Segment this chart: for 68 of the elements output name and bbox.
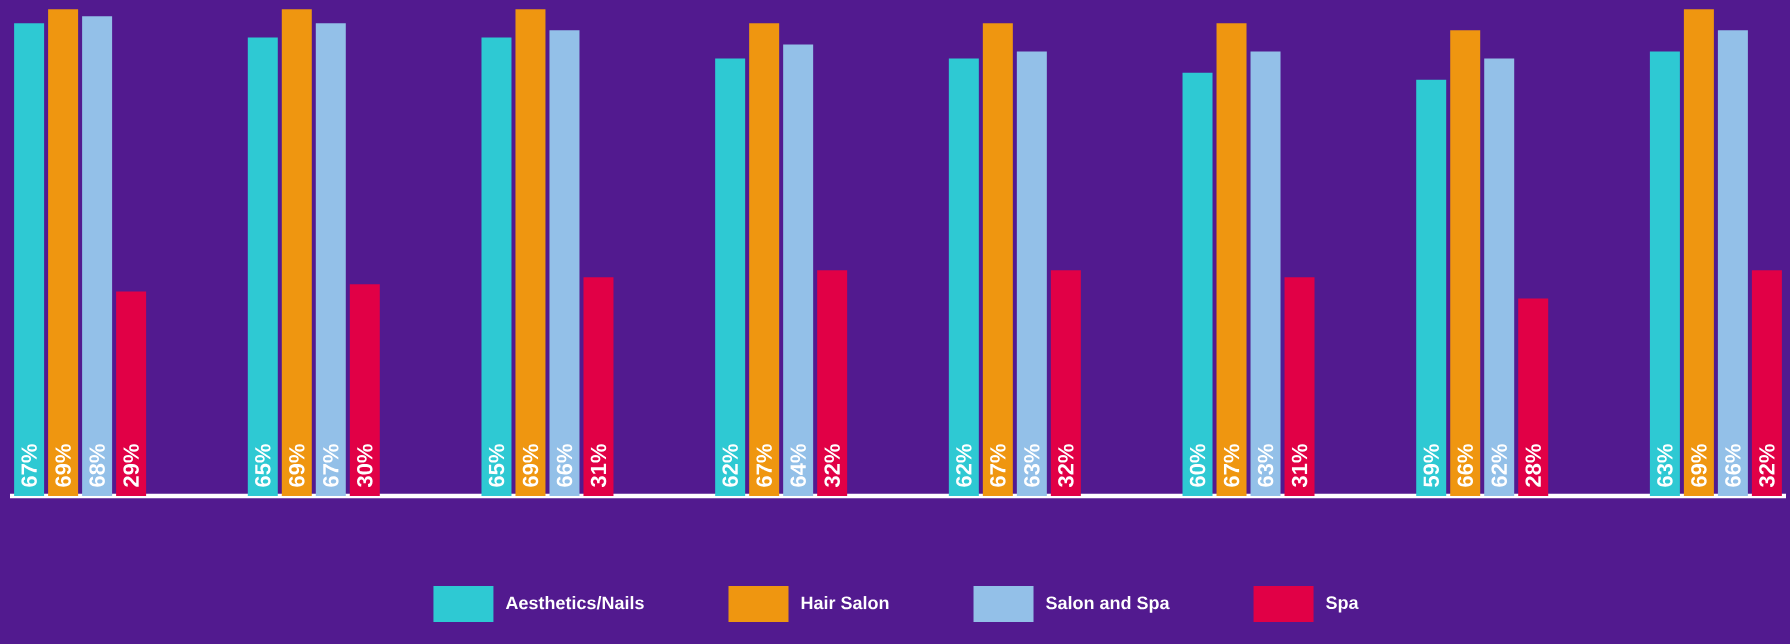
bar <box>515 9 546 496</box>
data-label: 63% <box>1257 444 1274 487</box>
data-label: 66% <box>556 444 573 487</box>
bar <box>1649 51 1680 496</box>
data-label: 69% <box>1691 444 1707 487</box>
legend-label: Salon and Spa <box>1046 596 1170 613</box>
bar <box>1450 30 1481 496</box>
bar <box>349 284 380 496</box>
data-label: 62% <box>722 444 738 487</box>
data-label: 69% <box>55 444 71 487</box>
bar <box>583 277 614 496</box>
legend-label: Hair Salon <box>801 596 889 610</box>
bar <box>982 23 1013 496</box>
data-label: 31% <box>1291 444 1308 488</box>
bar <box>1683 9 1714 496</box>
bar <box>783 44 814 496</box>
bar <box>82 16 113 496</box>
data-label: 63% <box>1024 444 1040 487</box>
data-label: 60% <box>1189 444 1206 487</box>
bar <box>1518 298 1549 496</box>
bar <box>1284 277 1315 496</box>
data-label: 66% <box>1725 444 1741 487</box>
bar <box>715 58 746 496</box>
bar <box>116 291 147 496</box>
data-label: 30% <box>357 444 373 488</box>
bar <box>1416 79 1447 496</box>
data-label: 67% <box>756 444 772 487</box>
data-label: 66% <box>1457 444 1473 487</box>
data-label: 62% <box>956 444 972 487</box>
bar <box>1216 23 1247 496</box>
bar <box>749 23 780 496</box>
bar <box>1016 51 1047 496</box>
legend-label: Spa <box>1326 596 1359 613</box>
data-label: 29% <box>123 444 139 487</box>
legend-label: Aesthetics/Nails <box>505 596 644 610</box>
bar <box>1050 270 1081 496</box>
data-label: 32% <box>1058 444 1074 488</box>
bar <box>817 270 848 496</box>
bar <box>1484 58 1515 496</box>
data-label: 31% <box>590 444 607 488</box>
bar <box>247 37 278 496</box>
data-label: 62% <box>1491 444 1507 487</box>
bar <box>1182 72 1213 496</box>
bar <box>14 23 45 496</box>
data-label: 69% <box>289 444 305 487</box>
data-label: 67% <box>323 444 339 487</box>
data-label: 68% <box>89 444 105 487</box>
bar <box>948 58 979 496</box>
data-label: 64% <box>790 444 806 487</box>
data-label: 65% <box>255 444 271 487</box>
bar <box>1717 30 1748 496</box>
bar <box>1250 51 1281 496</box>
data-label: 67% <box>990 444 1006 487</box>
data-label: 32% <box>1759 444 1775 488</box>
data-label: 67% <box>1223 444 1240 487</box>
bar <box>315 23 346 496</box>
data-label: 65% <box>488 444 505 487</box>
bar <box>281 9 312 496</box>
data-label: 59% <box>1423 444 1439 487</box>
data-label: 32% <box>824 444 840 488</box>
data-label: 67% <box>21 444 37 487</box>
bar <box>48 9 79 496</box>
data-label: 28% <box>1525 444 1541 487</box>
bar <box>481 37 512 496</box>
bar <box>1751 270 1782 496</box>
data-label: 63% <box>1657 444 1673 487</box>
bar <box>549 30 580 496</box>
data-label: 69% <box>522 444 539 487</box>
